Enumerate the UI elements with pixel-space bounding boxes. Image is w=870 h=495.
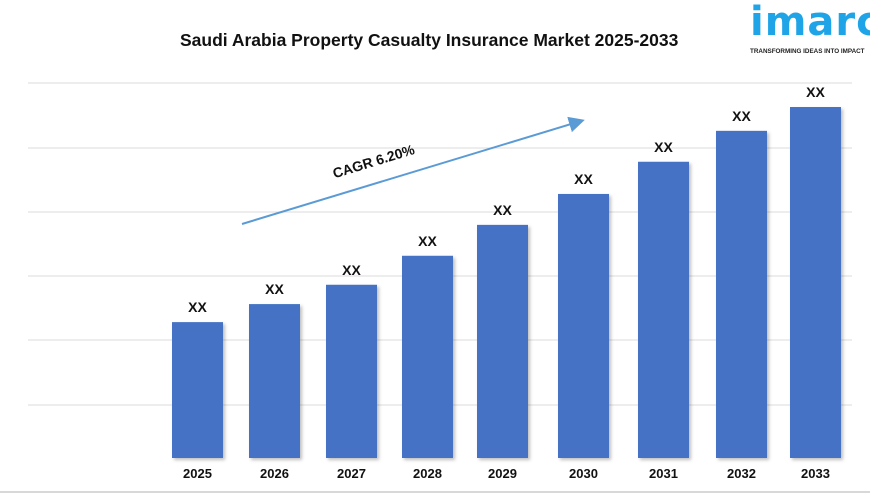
chart-title: Saudi Arabia Property Casualty Insurance… [180,30,679,50]
x-tick-label-2030: 2030 [569,466,598,481]
data-label-2033: XX [806,84,825,100]
x-tick-label-2029: 2029 [488,466,517,481]
bar-2031 [638,161,689,458]
imarc-logo: imarc TRANSFORMING IDEAS INTO IMPACT [748,0,870,58]
x-tick-label-2031: 2031 [649,466,678,481]
logo-word: imarc [750,0,870,45]
bar-2029 [477,224,528,458]
data-label-2026: XX [265,281,284,297]
data-label-2029: XX [493,202,512,218]
data-label-2028: XX [418,233,437,249]
x-tick-label-2032: 2032 [727,466,756,481]
cagr-arrow [241,116,585,225]
bar-2027 [326,284,377,458]
data-label-2031: XX [654,139,673,155]
data-label-2032: XX [732,108,751,124]
bar-2032 [716,130,767,458]
data-label-2025: XX [188,299,207,315]
x-tick-label-2026: 2026 [260,466,289,481]
x-tick-label-2027: 2027 [337,466,366,481]
data-label-2030: XX [574,171,593,187]
bar-2026 [249,304,300,458]
bar-2033 [790,107,841,459]
bar-2025 [172,322,223,458]
bar-2030 [558,193,609,458]
data-label-2027: XX [342,262,361,278]
x-tick-label-2033: 2033 [801,466,830,481]
logo-tagline: TRANSFORMING IDEAS INTO IMPACT [750,48,865,55]
x-tick-label-2028: 2028 [413,466,442,481]
bar-2028 [402,255,453,458]
x-tick-label-2025: 2025 [183,466,212,481]
